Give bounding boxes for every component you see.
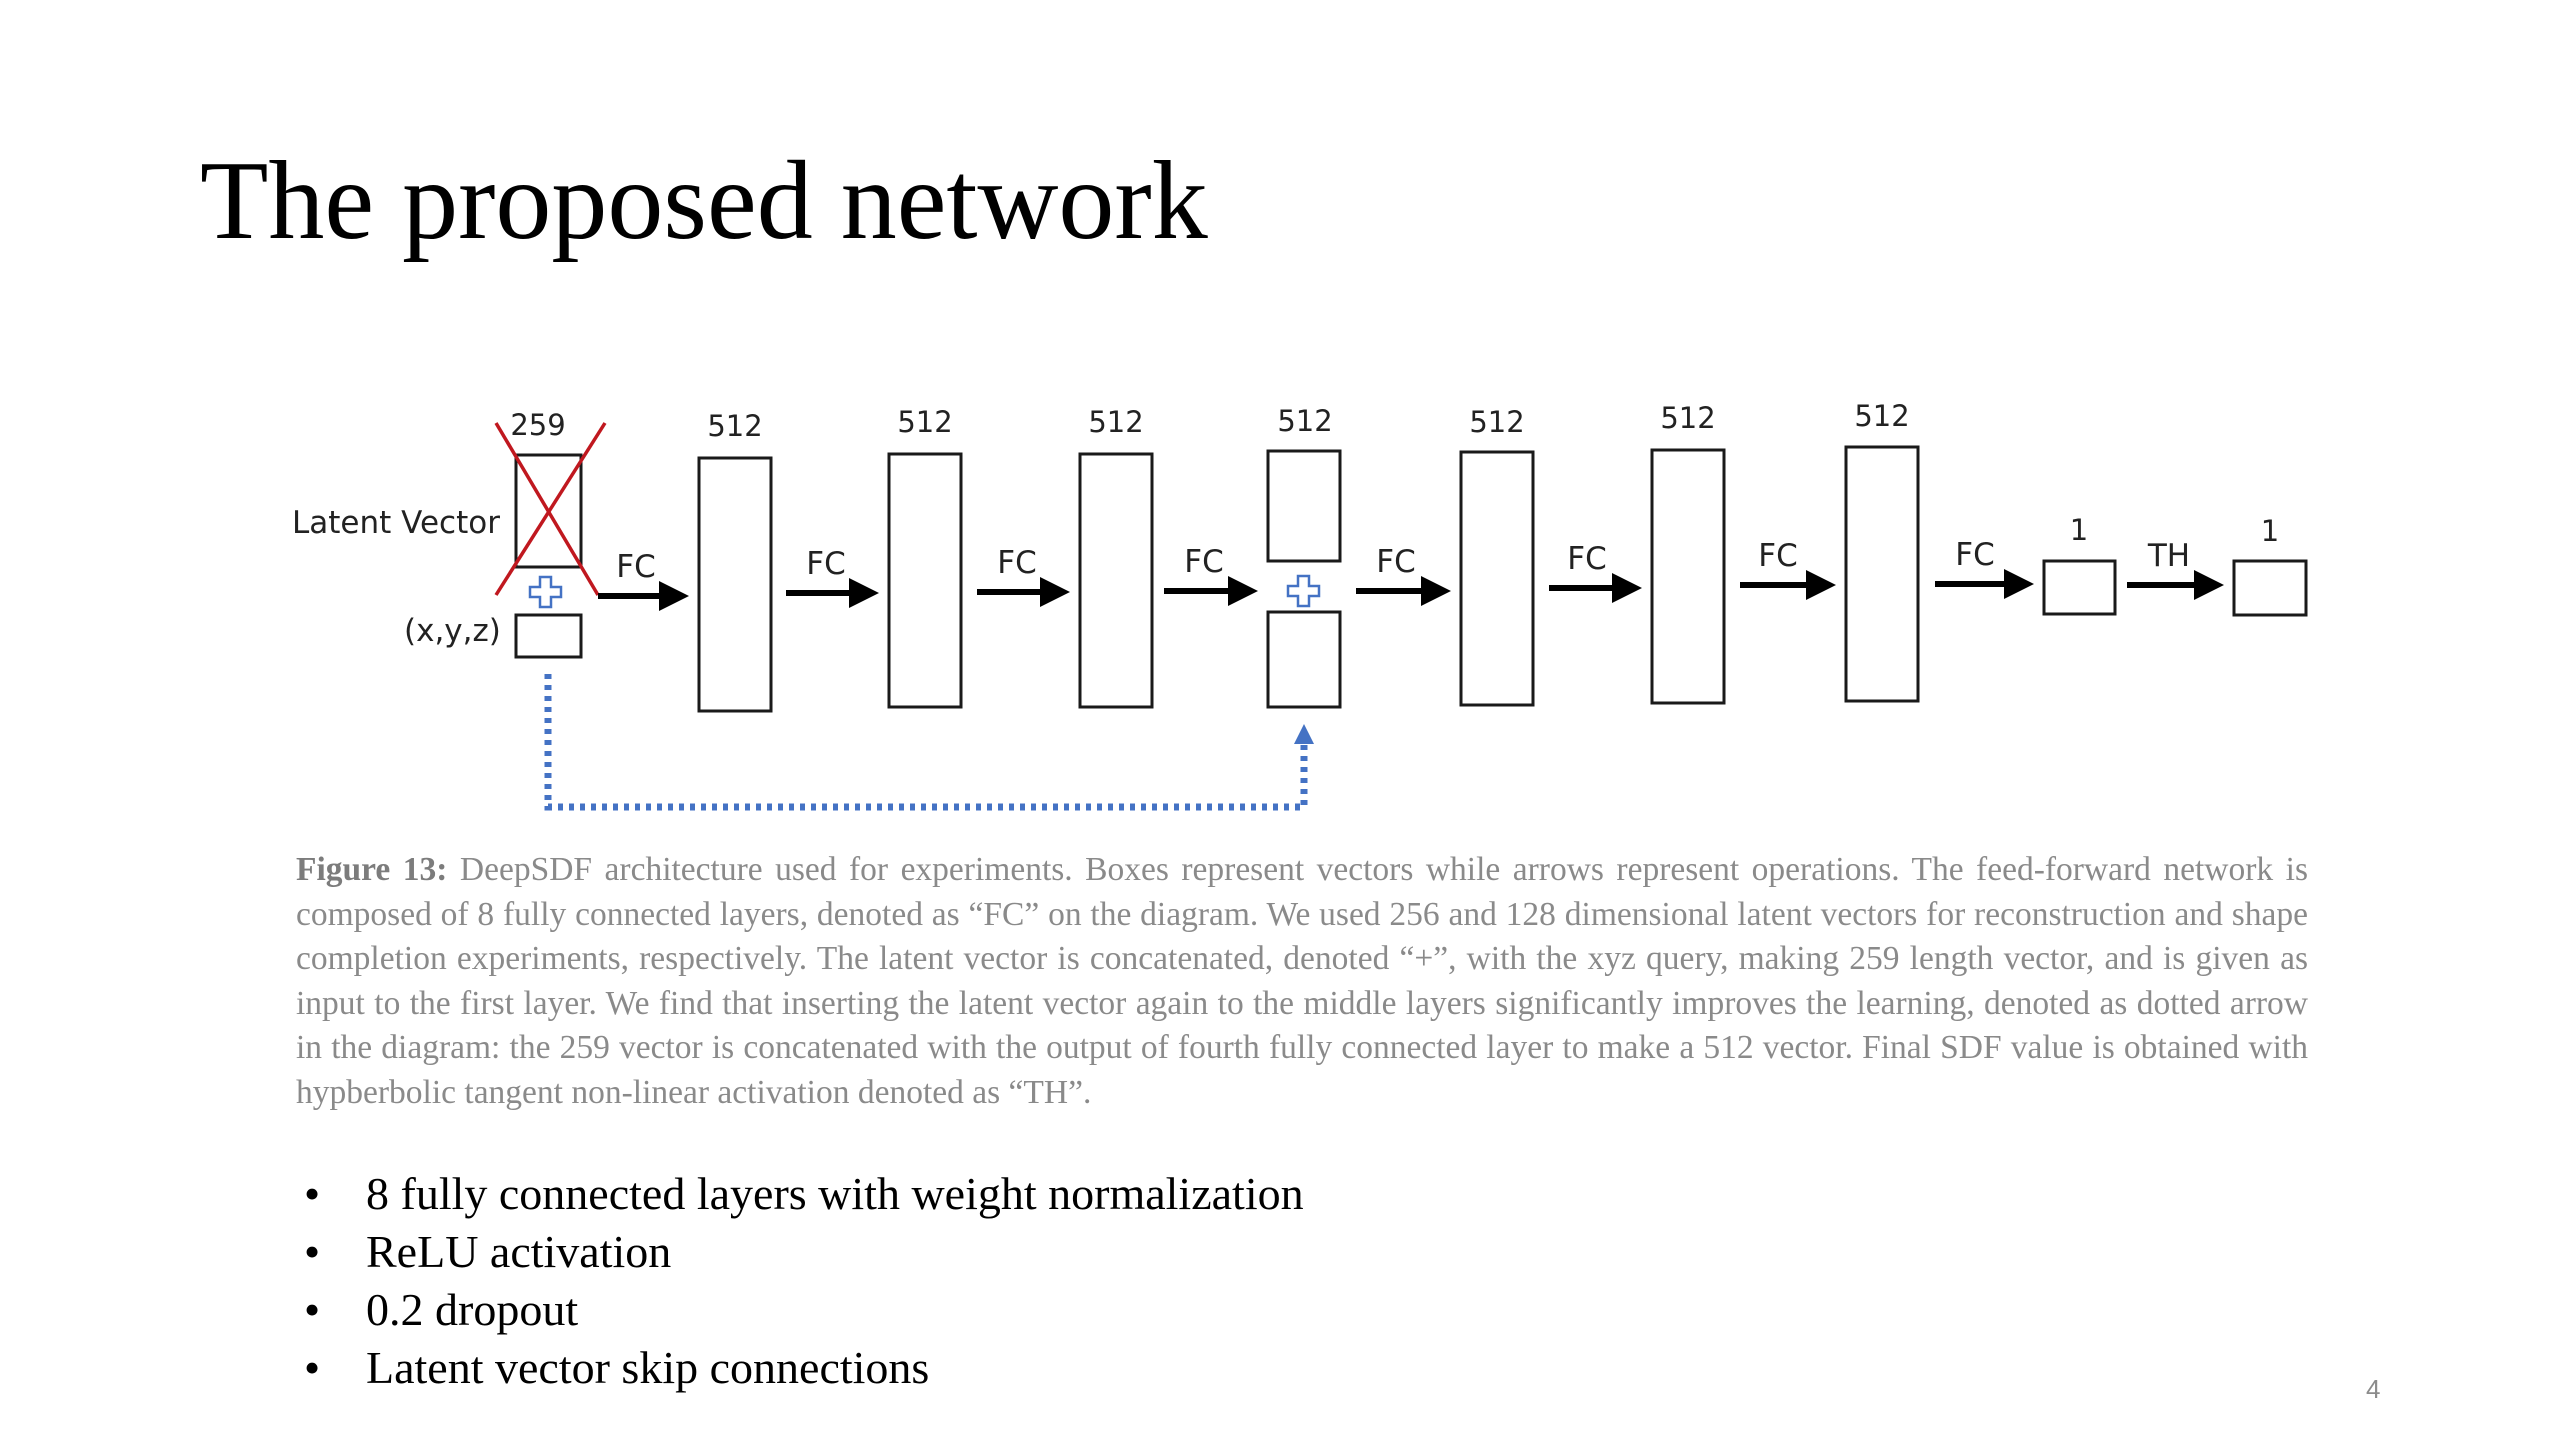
layer-5-dim-label: 512	[1469, 405, 1524, 439]
output-2-dim-label: 1	[2261, 514, 2279, 548]
figure-label: Figure 13:	[296, 851, 448, 888]
bullet-item: • 0.2 dropout	[300, 1281, 1304, 1339]
layer-1-box	[697, 456, 773, 713]
layer-7-dim-label: 512	[1854, 399, 1909, 433]
bullet-text: 8 fully connected layers with weight nor…	[366, 1168, 1304, 1219]
fc-arrow-2: FC	[786, 546, 879, 608]
bullet-item: • 8 fully connected layers with weight no…	[300, 1165, 1304, 1223]
bullet-list: • 8 fully connected layers with weight no…	[300, 1165, 1304, 1397]
layer-6-box	[1650, 448, 1726, 705]
op-label: TH	[2147, 538, 2190, 574]
layer-7-box	[1844, 445, 1920, 703]
concat-dim-label: 512	[1277, 404, 1332, 438]
cross-out-mark	[494, 422, 607, 596]
op-label: FC	[616, 549, 655, 585]
bullet-marker: •	[304, 1342, 321, 1393]
op-label: FC	[806, 546, 845, 582]
fc-arrow-1: FC	[598, 549, 689, 611]
layer-1-dim-label: 512	[707, 409, 762, 443]
output-1-dim-label: 1	[2070, 513, 2088, 547]
op-label: FC	[1758, 538, 1797, 574]
figure-caption: Figure 13: DeepSDF architecture used for…	[296, 848, 2308, 1115]
layer-5-box	[1459, 450, 1535, 707]
fc-arrow-7: FC	[1740, 538, 1836, 600]
bullet-item: • Latent vector skip connections	[300, 1339, 1304, 1397]
fc-arrow-3: FC	[977, 545, 1070, 607]
concat-plus-icon	[528, 575, 563, 609]
bullet-text: 0.2 dropout	[366, 1284, 579, 1335]
layer-2-dim-label: 512	[897, 405, 952, 439]
concat-plus-icon	[1286, 574, 1321, 608]
layer-3-dim-label: 512	[1088, 405, 1143, 439]
bullet-text: ReLU activation	[366, 1226, 672, 1277]
pre-activation-output-box	[2042, 559, 2117, 616]
slide-title: The proposed network	[200, 139, 1208, 263]
latent-vector-label: Latent Vector	[292, 505, 500, 541]
bullet-text: Latent vector skip connections	[366, 1342, 930, 1393]
op-label: FC	[997, 545, 1036, 581]
bullet-marker: •	[304, 1168, 321, 1219]
bullet-marker: •	[304, 1226, 321, 1277]
op-label: FC	[1955, 537, 1994, 573]
skip-latent-box	[1266, 610, 1342, 709]
layer-4-output-box	[1266, 449, 1342, 563]
xyz-query-box	[514, 613, 583, 659]
layer-6-dim-label: 512	[1660, 401, 1715, 435]
op-label: FC	[1567, 541, 1606, 577]
op-label: FC	[1376, 544, 1415, 580]
xyz-label: (x,y,z)	[404, 613, 501, 649]
op-label: FC	[1184, 544, 1223, 580]
figure-caption-text: DeepSDF architecture used for experiment…	[296, 851, 2308, 1111]
fc-arrow-6: FC	[1549, 541, 1642, 603]
fc-arrow-4: FC	[1164, 544, 1258, 606]
bullet-marker: •	[304, 1284, 321, 1335]
page-number: 4	[2366, 1374, 2381, 1404]
th-arrow: TH	[2127, 538, 2224, 600]
layer-3-box	[1078, 452, 1154, 709]
fc-arrow-5: FC	[1356, 544, 1451, 606]
bullet-item: • ReLU activation	[300, 1223, 1304, 1281]
layer-2-box	[887, 452, 963, 709]
skip-connection-arrow	[544, 674, 1314, 811]
sdf-output-box	[2232, 559, 2308, 617]
fc-arrow-8: FC	[1935, 537, 2034, 599]
input-dim-label: 259	[510, 408, 565, 442]
